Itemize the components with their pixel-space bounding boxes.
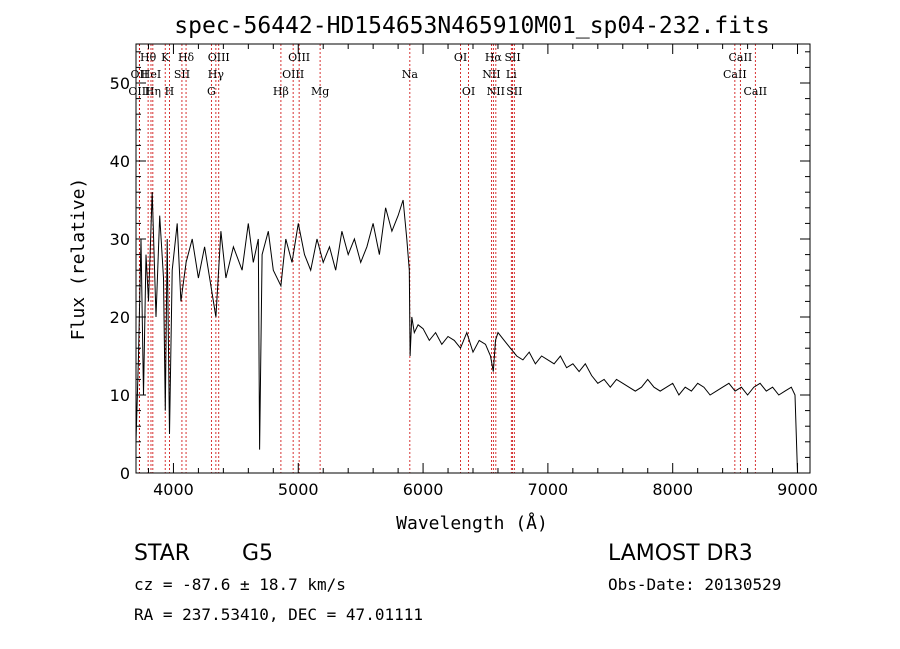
line-label: HeI [141, 68, 161, 81]
y-tick-label: 0 [120, 464, 130, 483]
x-tick-label: 7000 [528, 480, 569, 499]
emission-line-markers [138, 44, 756, 473]
radec-text: RA = 237.53410, DEC = 47.01111 [134, 605, 423, 624]
line-label: SII [174, 68, 190, 81]
subclass-label: G5 [242, 541, 273, 566]
line-label: NII [482, 68, 500, 81]
x-tick-label: 6000 [403, 480, 444, 499]
x-tick-label: 5000 [278, 480, 319, 499]
line-label: OIII [128, 85, 150, 98]
obs-date-text: Obs-Date: 20130529 [608, 575, 781, 594]
line-label: OI [462, 85, 475, 98]
class-label: STAR [134, 541, 190, 566]
x-tick-label: 9000 [777, 480, 818, 499]
line-label: K [161, 51, 170, 64]
chart-title: spec-56442-HD154653N465910M01_sp04-232.f… [174, 13, 769, 39]
emission-line-labels: OII OIII Hθ HeI Hη K SII H Hδ OIII Hγ G Hβ OIII OIII Mg… [128, 51, 767, 98]
y-tick-label: 20 [110, 308, 130, 327]
line-label: Hδ [178, 51, 195, 64]
line-label: Mg [311, 85, 329, 98]
line-label: CaII [743, 85, 767, 98]
line-label: NII [487, 85, 505, 98]
line-label: Hγ [208, 68, 225, 81]
line-label: Hθ [140, 51, 157, 64]
line-label: CaII [729, 51, 753, 64]
line-label: OIII [208, 51, 230, 64]
y-tick-label: 40 [110, 152, 130, 171]
line-label: OII [131, 68, 149, 81]
y-tick-label: 30 [110, 230, 130, 249]
y-axis-ticks: 0 10 20 30 40 50 [110, 51, 810, 483]
x-tick-label: 4000 [153, 480, 194, 499]
line-label: H [165, 85, 175, 98]
line-label: Li [506, 68, 517, 81]
plot-frame [135, 43, 811, 474]
y-axis-label: Flux (relative) [68, 178, 89, 341]
x-axis-ticks: 4000 5000 6000 7000 8000 9000 [147, 44, 818, 499]
line-label: OI [454, 51, 467, 64]
line-label: OIII [282, 68, 304, 81]
line-label: Na [402, 68, 419, 81]
spectrum-series-line [135, 192, 798, 474]
line-label: Hβ [273, 85, 289, 98]
y-tick-label: 10 [110, 386, 130, 405]
line-label: Hα [485, 51, 503, 64]
cz-text: cz = -87.6 ± 18.7 km/s [134, 575, 346, 594]
line-label: CaII [723, 68, 747, 81]
survey-label: LAMOST DR3 [608, 541, 753, 566]
line-label: SII [506, 85, 522, 98]
x-tick-label: 8000 [652, 480, 693, 499]
y-tick-label: 50 [110, 74, 130, 93]
line-label: G [207, 85, 216, 98]
x-axis-label: Wavelength (Å) [396, 512, 548, 534]
line-label: Hη [145, 85, 161, 98]
line-label: OIII [288, 51, 310, 64]
line-label: SII [504, 51, 520, 64]
